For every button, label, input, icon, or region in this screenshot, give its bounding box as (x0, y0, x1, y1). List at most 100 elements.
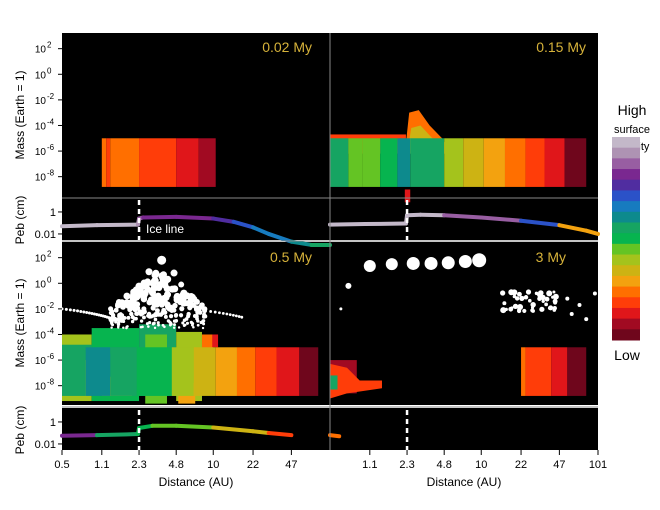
planet-dot (441, 256, 455, 270)
planet-dot (527, 298, 532, 303)
pebble-curve-segment (328, 222, 367, 227)
density-region (330, 363, 382, 399)
planet-dot (339, 307, 343, 311)
x-tick-label-left: 2.3 (131, 459, 146, 471)
density-strip-segment (110, 347, 137, 396)
planet-dot (552, 308, 557, 312)
embryo-dot (90, 311, 94, 315)
density-strip-segment (544, 138, 565, 187)
colorbar-swatch (612, 211, 640, 223)
colorbar-swatch (612, 201, 640, 213)
density-strip-segment (139, 138, 177, 187)
density-tail (404, 189, 411, 203)
mass-tick-label: 10 (35, 330, 47, 341)
embryo-dot (114, 320, 118, 324)
embryo-dot (68, 308, 72, 312)
pebble-curve-segment (211, 216, 236, 224)
embryo-dot (154, 308, 160, 314)
pebble-curve-segment (479, 215, 524, 223)
embryo-dot (132, 307, 138, 313)
density-strip-segment (62, 347, 86, 396)
embryo-dot (141, 306, 147, 312)
time-label-p3: 0.5 My (270, 249, 312, 265)
planet-dot (584, 317, 589, 322)
embryo-dot (201, 326, 205, 330)
embryo-dot (209, 310, 213, 313)
planet-dot (530, 308, 534, 313)
pebble-curve-segment (94, 432, 140, 438)
embryo-dot (158, 312, 164, 317)
embryo-dot (113, 307, 119, 313)
panel-peb-0-5My (62, 408, 330, 450)
embryo-dot (158, 272, 166, 280)
embryo-dot (122, 326, 125, 329)
embryo-dot (129, 311, 134, 317)
density-strip-segment (463, 138, 484, 187)
mass-tick-label: 10 (35, 45, 47, 56)
embryo-dot (123, 299, 130, 306)
embryo-dot-large (178, 281, 185, 288)
planet-dot (510, 306, 514, 310)
x-tick-label-left: 47 (285, 459, 297, 471)
embryo-dot (177, 326, 181, 329)
planet-dot (523, 295, 529, 300)
colorbar-swatch (612, 179, 640, 191)
colorbar-high-label: High (618, 102, 647, 118)
density-strip-segment (193, 347, 216, 396)
planet-dot (472, 253, 487, 268)
embryo-dot (141, 325, 144, 329)
embryo-dot (190, 323, 194, 327)
colorbar-high-label-2: surface (614, 124, 650, 136)
embryo-dot (95, 313, 99, 317)
colorbar-swatch (612, 147, 640, 159)
embryo-dot (178, 313, 184, 318)
pebble-curve-segment (328, 433, 342, 439)
embryo-dot (162, 310, 168, 315)
ylabel-mass-bottom: Mass (Earth = 1) (13, 278, 27, 367)
planet-dot (406, 256, 420, 270)
density-strip-segment (106, 138, 111, 187)
mass-tick-label: 10 (35, 173, 47, 184)
mass-tick-exponent: -2 (47, 301, 55, 310)
planet-dot (363, 260, 376, 272)
mass-tick-exponent: 2 (47, 41, 52, 50)
embryo-dot-large (187, 296, 194, 303)
embryo-dot (121, 319, 126, 324)
embryo-dot (137, 284, 145, 292)
peb-tick-label: 0.01 (35, 439, 56, 451)
planet-dot (537, 290, 544, 296)
embryo-dot (79, 309, 83, 313)
embryo-dot (152, 269, 160, 277)
pebble-curve-segment (557, 223, 589, 233)
pebble-curve-segment (362, 221, 408, 227)
embryo-dot (183, 323, 187, 327)
planet-dot (548, 305, 554, 311)
embryo-dot (130, 319, 135, 324)
planet-dot (502, 301, 507, 306)
embryo-dot (196, 323, 200, 327)
planet-dot (534, 291, 539, 296)
embryo-dot (126, 315, 131, 320)
planet-dot (552, 293, 559, 300)
time-label-p4: 3 My (536, 249, 566, 265)
density-strip-segment (551, 347, 568, 396)
pebble-curve-segment (141, 214, 179, 220)
embryo-dot (202, 312, 207, 317)
embryo-dot (139, 319, 144, 323)
planet-dot (500, 290, 506, 296)
planet-dot (517, 291, 522, 297)
colorbar-swatch (612, 190, 640, 202)
planet-dot (537, 296, 542, 301)
density-region (212, 334, 219, 348)
density-strip-segment (198, 138, 216, 187)
embryo-dot (146, 299, 153, 306)
mass-tick-exponent: -8 (47, 169, 55, 178)
embryo-dot (228, 313, 232, 317)
embryo-dot (130, 288, 138, 296)
mass-tick-label: 10 (35, 96, 47, 107)
peb-tick-label: 1 (50, 417, 56, 429)
embryo-dot (156, 321, 160, 325)
pebble-curve-segment (289, 239, 314, 247)
planet-dot (569, 312, 574, 316)
planet-dot (512, 303, 519, 310)
